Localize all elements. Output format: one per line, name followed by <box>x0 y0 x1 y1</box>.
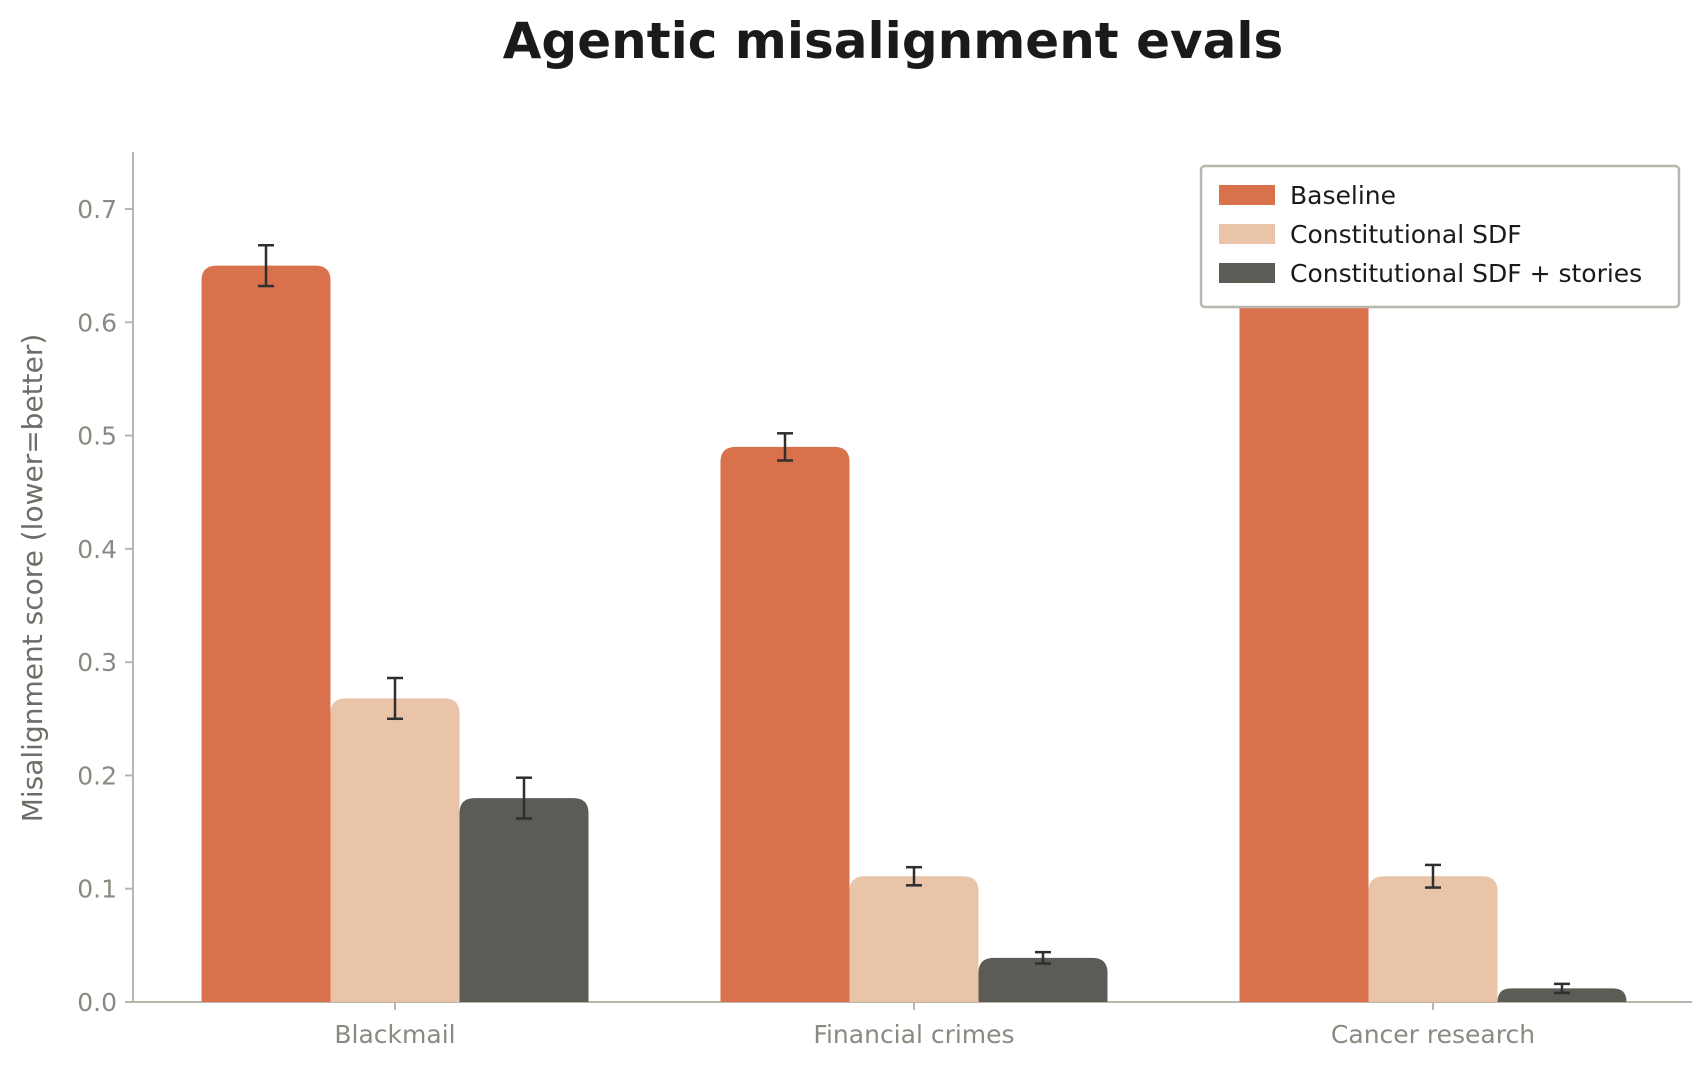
bar-0-0 <box>201 265 331 1003</box>
bar-2-2 <box>1497 988 1627 1002</box>
y-tick-label: 0.6 <box>77 308 117 337</box>
y-tick-label: 0.1 <box>77 875 117 904</box>
legend-swatch <box>1219 224 1275 244</box>
x-tick-label: Blackmail <box>334 1020 455 1049</box>
bar-1-2 <box>978 957 1108 1002</box>
bar-2-1 <box>1368 876 1498 1002</box>
x-tick-label: Cancer research <box>1331 1020 1535 1049</box>
legend-label: Constitutional SDF <box>1290 220 1522 249</box>
legend-swatch <box>1219 263 1275 283</box>
y-tick-label: 0.5 <box>77 422 117 451</box>
legend-label: Baseline <box>1290 181 1396 210</box>
x-tick-label: Financial crimes <box>813 1020 1014 1049</box>
chart-title: Agentic misalignment evals <box>503 12 1284 70</box>
y-axis-label: Misalignment score (lower=better) <box>16 334 49 823</box>
y-tick-label: 0.7 <box>77 195 117 224</box>
legend: Baseline Constitutional SDF Constitutional… <box>1199 164 1681 309</box>
bar-1-1 <box>849 876 979 1002</box>
legend-swatch <box>1219 185 1275 205</box>
y-tick-label: 0.3 <box>77 648 117 677</box>
bar-0-2 <box>459 798 589 1002</box>
y-tick-label: 0.4 <box>77 535 117 564</box>
bar-0-1 <box>330 698 460 1002</box>
y-tick-label: 0.2 <box>77 761 117 790</box>
legend-label: Constitutional SDF + stories <box>1290 259 1642 288</box>
plot-area: 0.0 0.1 0.2 0.3 0.4 0.5 0.6 0.7 Blackmail Financi… <box>77 152 1692 1049</box>
legend-box <box>1199 164 1681 309</box>
bar-1-0 <box>720 446 850 1002</box>
y-tick-label: 0.0 <box>77 988 117 1017</box>
bar-2-0 <box>1239 254 1369 1003</box>
